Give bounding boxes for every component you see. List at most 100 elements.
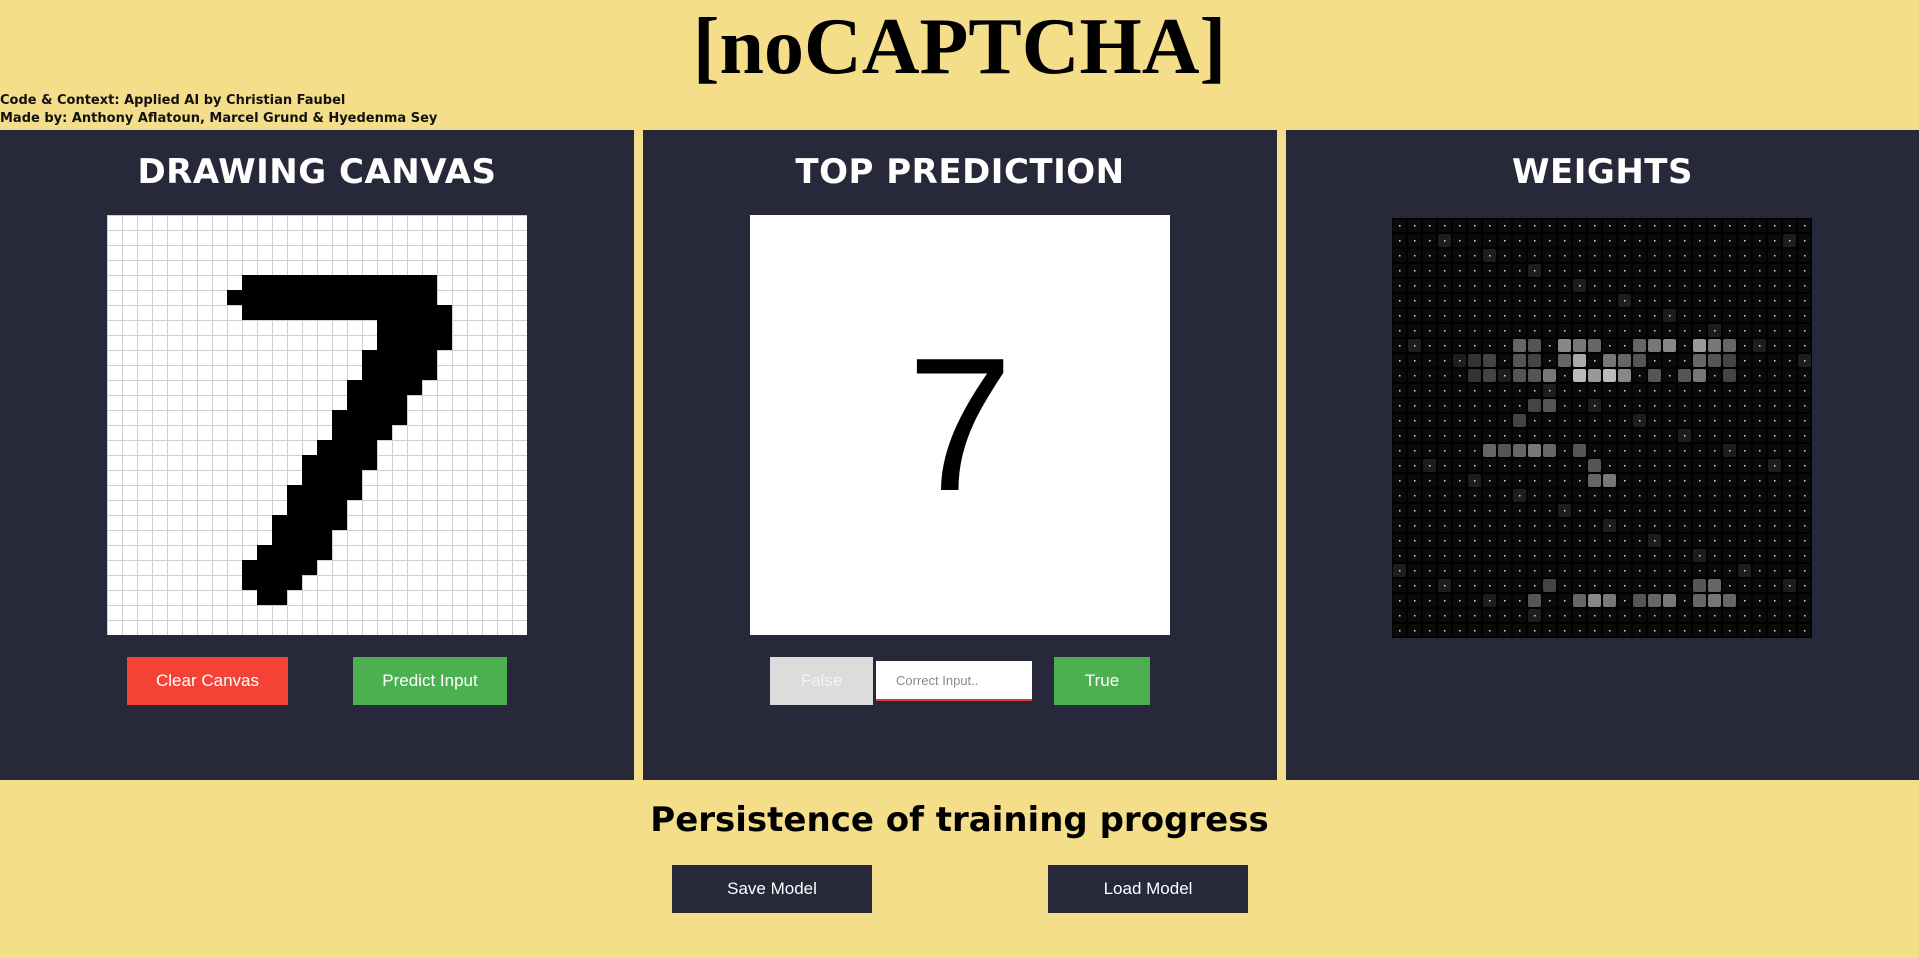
weight-dot [1639, 570, 1641, 572]
weight-dot [1729, 450, 1731, 452]
weight-dot [1669, 495, 1671, 497]
clear-canvas-button[interactable]: Clear Canvas [127, 657, 288, 705]
weight-dot [1609, 465, 1611, 467]
weight-dot [1654, 615, 1656, 617]
weight-dot [1714, 435, 1716, 437]
weight-dot [1504, 495, 1506, 497]
weight-dot [1624, 315, 1626, 317]
weight-dot [1624, 300, 1626, 302]
weight-dot [1714, 540, 1716, 542]
weight-dot [1759, 465, 1761, 467]
weight-dot [1504, 615, 1506, 617]
weight-dot [1549, 420, 1551, 422]
weight-dot [1744, 345, 1746, 347]
weight-cell [1603, 474, 1616, 487]
weight-dot [1399, 570, 1401, 572]
weight-dot [1759, 615, 1761, 617]
weight-dot [1714, 630, 1716, 632]
weight-cell [1693, 594, 1706, 607]
weight-dot [1534, 495, 1536, 497]
weight-dot [1399, 600, 1401, 602]
weight-dot [1624, 570, 1626, 572]
weight-dot [1579, 405, 1581, 407]
weight-dot [1459, 630, 1461, 632]
weight-dot [1789, 465, 1791, 467]
load-model-button[interactable]: Load Model [1048, 865, 1248, 913]
weight-dot [1399, 300, 1401, 302]
weight-dot [1789, 225, 1791, 227]
weight-cell [1528, 444, 1541, 457]
weight-dot [1774, 300, 1776, 302]
weight-dot [1429, 330, 1431, 332]
drawing-canvas[interactable] [107, 215, 527, 635]
weight-dot [1804, 630, 1806, 632]
weight-dot [1654, 570, 1656, 572]
weight-dot [1459, 600, 1461, 602]
weight-dot [1684, 480, 1686, 482]
weight-cell [1588, 339, 1601, 352]
weight-dot [1789, 390, 1791, 392]
weight-dot [1504, 570, 1506, 572]
weight-dot [1414, 465, 1416, 467]
drawn-pixel-row [272, 515, 347, 530]
weight-dot [1789, 570, 1791, 572]
correct-input-field[interactable] [876, 661, 1032, 701]
weight-dot [1759, 420, 1761, 422]
weight-dot [1534, 555, 1536, 557]
weight-dot [1639, 525, 1641, 527]
weight-dot [1399, 330, 1401, 332]
weight-cell [1648, 339, 1661, 352]
weight-dot [1579, 555, 1581, 557]
weight-dot [1684, 405, 1686, 407]
weight-dot [1504, 600, 1506, 602]
weight-dot [1759, 585, 1761, 587]
weight-dot [1714, 240, 1716, 242]
weight-dot [1744, 315, 1746, 317]
weights-visualization [1392, 218, 1812, 638]
weight-dot [1534, 465, 1536, 467]
weight-cell [1708, 354, 1721, 367]
weight-dot [1594, 285, 1596, 287]
weight-dot [1774, 450, 1776, 452]
false-button[interactable]: False [770, 657, 873, 705]
weight-dot [1564, 330, 1566, 332]
weight-dot [1804, 345, 1806, 347]
save-model-button[interactable]: Save Model [672, 865, 872, 913]
weight-dot [1519, 480, 1521, 482]
weight-dot [1759, 525, 1761, 527]
weight-dot [1759, 480, 1761, 482]
weight-dot [1609, 225, 1611, 227]
weight-dot [1474, 510, 1476, 512]
weight-dot [1714, 255, 1716, 257]
weight-dot [1504, 585, 1506, 587]
weight-dot [1804, 270, 1806, 272]
weight-cell [1513, 354, 1526, 367]
weight-dot [1729, 240, 1731, 242]
weight-dot [1684, 630, 1686, 632]
weight-dot [1774, 285, 1776, 287]
weight-dot [1744, 390, 1746, 392]
weight-dot [1714, 465, 1716, 467]
weight-dot [1609, 240, 1611, 242]
weight-dot [1624, 225, 1626, 227]
weight-dot [1609, 615, 1611, 617]
weight-dot [1579, 570, 1581, 572]
weight-dot [1729, 510, 1731, 512]
weight-dot [1744, 300, 1746, 302]
weight-dot [1549, 480, 1551, 482]
weight-dot [1564, 435, 1566, 437]
predict-input-button[interactable]: Predict Input [353, 657, 507, 705]
weight-dot [1759, 570, 1761, 572]
weight-dot [1459, 300, 1461, 302]
weight-dot [1504, 255, 1506, 257]
weight-dot [1549, 240, 1551, 242]
weight-dot [1399, 585, 1401, 587]
weight-dot [1414, 285, 1416, 287]
drawn-pixel-row [287, 500, 347, 515]
weight-dot [1504, 300, 1506, 302]
weight-dot [1789, 450, 1791, 452]
weight-dot [1804, 615, 1806, 617]
true-button[interactable]: True [1054, 657, 1150, 705]
weight-dot [1429, 435, 1431, 437]
weight-dot [1804, 285, 1806, 287]
